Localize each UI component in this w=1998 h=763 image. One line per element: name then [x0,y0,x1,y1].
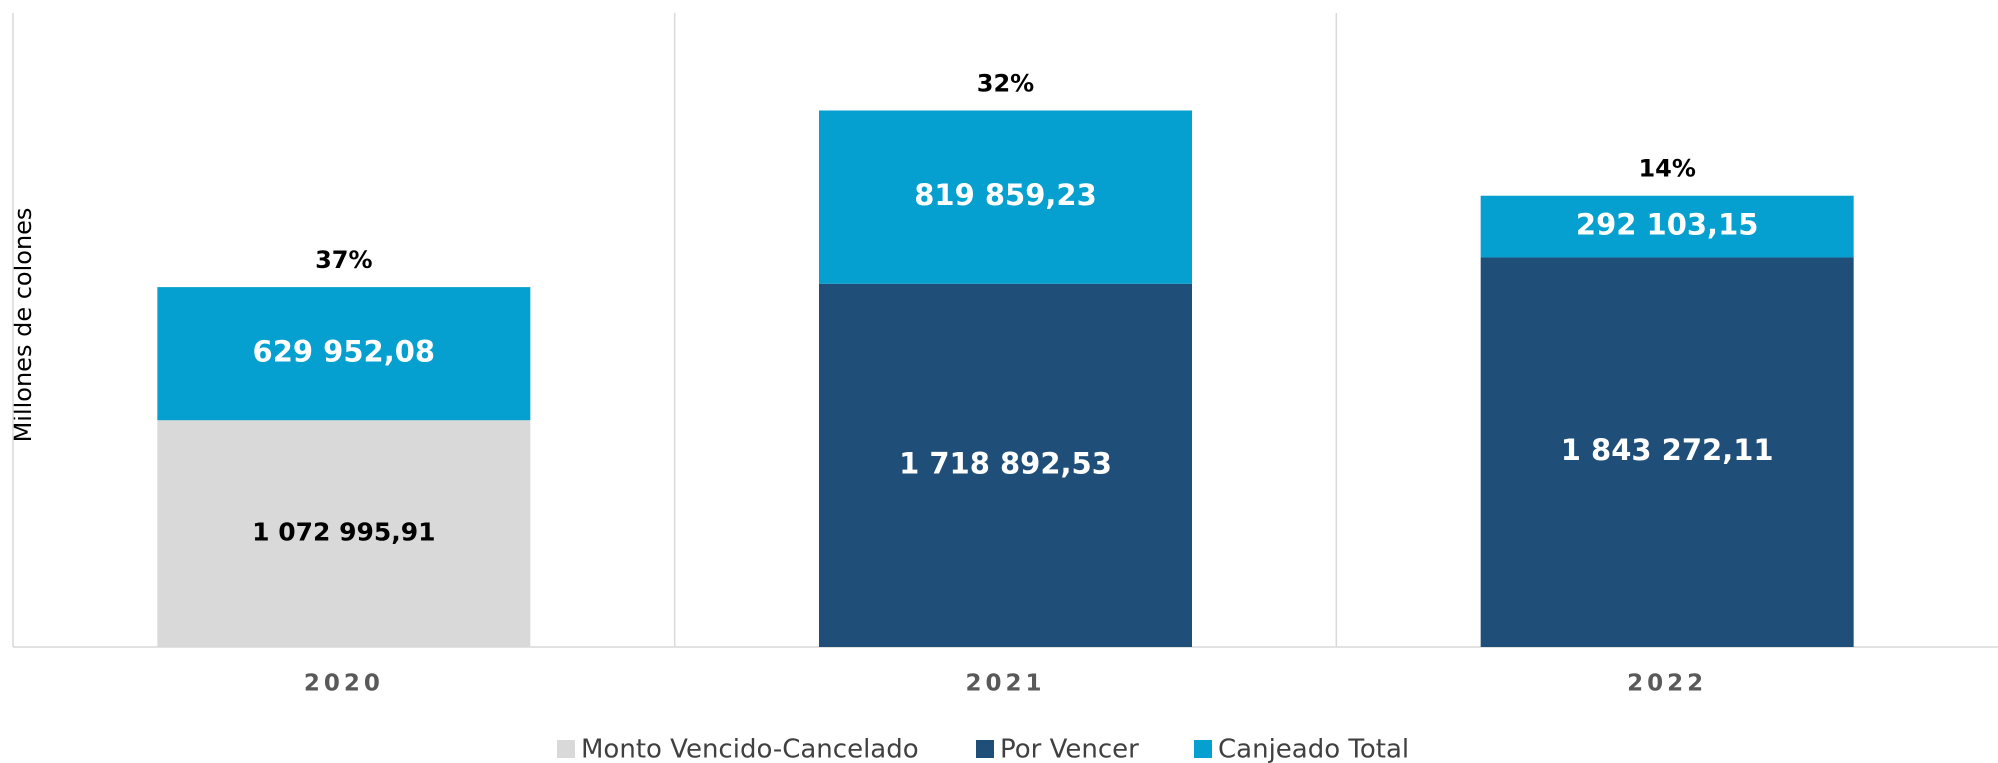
legend-swatch [557,740,575,758]
bar-segment [819,110,1192,284]
legend-swatch [976,740,994,758]
share-label: 37% [315,246,372,274]
bar-segment [157,420,531,647]
share-label: 32% [977,69,1034,97]
x-tick-label: 2022 [1627,671,1707,697]
value-label: 629 952,08 [253,335,436,369]
bar-segment [1480,257,1854,647]
value-label: 1 718 892,53 [899,446,1112,480]
value-label: 292 103,15 [1576,208,1759,242]
x-tick-label: 2021 [965,671,1045,697]
x-tick-label: 2020 [304,671,384,697]
legend-label: Monto Vencido-Cancelado [581,735,919,763]
share-label: 14% [1638,155,1695,183]
bar-segment [1480,195,1854,258]
legend-label: Por Vencer [1000,735,1139,763]
bar-segment [157,287,531,421]
legend-swatch [1194,740,1212,758]
legend-label: Canjeado Total [1218,735,1409,763]
value-label: 819 859,23 [914,178,1097,212]
bar-segment [819,283,1192,647]
value-label: 1 072 995,91 [252,518,435,547]
value-label: 1 843 272,11 [1561,433,1774,467]
